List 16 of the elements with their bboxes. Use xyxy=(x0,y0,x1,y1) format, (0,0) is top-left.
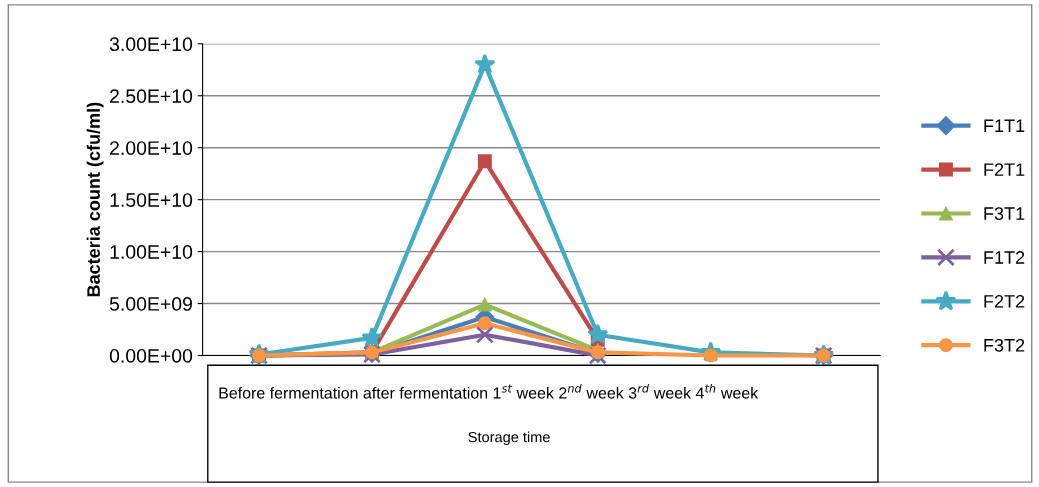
y-tick-label: 1.00E+10 xyxy=(110,245,193,259)
legend-label: F2T1 xyxy=(984,163,1025,176)
text: Before fermentation after fermentation 1$^{st}$ week 2$^{nd}$ week 3$^{rd}$ week 4$^{th}$ week xyxy=(219,383,759,399)
legend-label: F2T2 xyxy=(984,295,1025,308)
y-tick-label: 0.00E+00 xyxy=(109,348,193,363)
y-tick-label: 1.50E+10 xyxy=(110,193,193,207)
legend-label: F1T1 xyxy=(984,119,1025,132)
y-tick-label: 2.00E+10 xyxy=(110,141,193,155)
y-axis-title: Bacteria count (cfu/ml) xyxy=(86,102,104,297)
y-tick-label: 2.50E+10 xyxy=(110,89,193,104)
legend-label: F3T2 xyxy=(984,338,1025,352)
legend-label: F3T1 xyxy=(984,207,1025,220)
y-tick-label: 3.00E+10 xyxy=(109,37,193,52)
x-axis-title: Storage time xyxy=(468,431,550,446)
y-tick-label: 5.00E+09 xyxy=(109,297,192,311)
legend-label: F1T2 xyxy=(984,251,1025,264)
